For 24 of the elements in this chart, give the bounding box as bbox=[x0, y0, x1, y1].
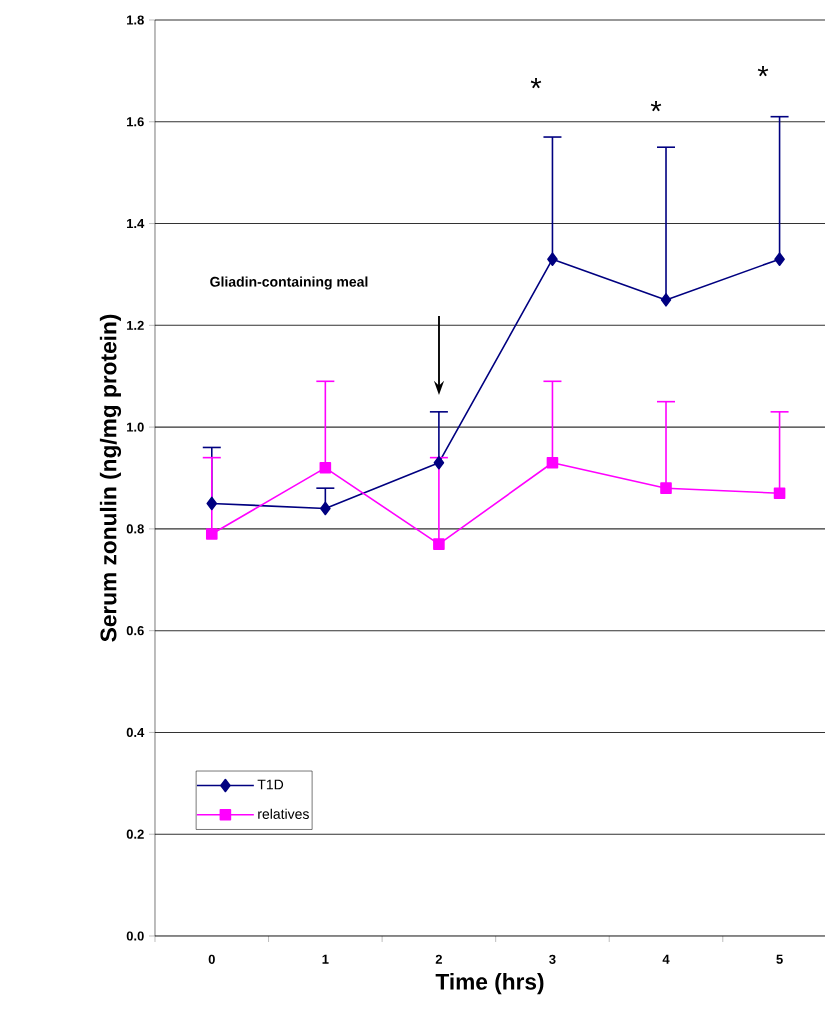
y-tick-label: 1.6 bbox=[127, 117, 145, 127]
x-tick-label: 1 bbox=[322, 954, 329, 964]
legend-label: T1D bbox=[257, 779, 284, 790]
annotation: * bbox=[651, 100, 662, 112]
x-tick-label: 0 bbox=[208, 954, 216, 964]
y-tick-label: 1.8 bbox=[127, 15, 145, 25]
x-tick-label: 4 bbox=[662, 954, 670, 964]
annotation: * bbox=[531, 77, 542, 89]
annotation: * bbox=[758, 65, 769, 77]
y-axis-title: Serum zonulin (ng/mg protein) bbox=[100, 314, 122, 642]
y-tick-label: 0.4 bbox=[126, 727, 145, 738]
y-tick-label: 1.2 bbox=[127, 320, 145, 330]
x-tick-label: 2 bbox=[435, 954, 443, 964]
x-tick-label: 3 bbox=[549, 954, 556, 964]
x-axis-title: Time (hrs) bbox=[435, 973, 544, 995]
x-tick-label: 5 bbox=[776, 954, 784, 964]
y-tick-label: 0.6 bbox=[126, 626, 145, 636]
y-tick-label: 1.4 bbox=[127, 219, 145, 229]
legend-label: relatives bbox=[258, 808, 310, 819]
annotation: Gliadin-containing meal bbox=[210, 276, 368, 290]
y-tick-label: 0.8 bbox=[126, 524, 145, 534]
y-tick-label: 0.0 bbox=[126, 931, 144, 941]
y-tick-label: 0.2 bbox=[126, 829, 145, 839]
y-tick-label: 1.0 bbox=[127, 422, 144, 432]
